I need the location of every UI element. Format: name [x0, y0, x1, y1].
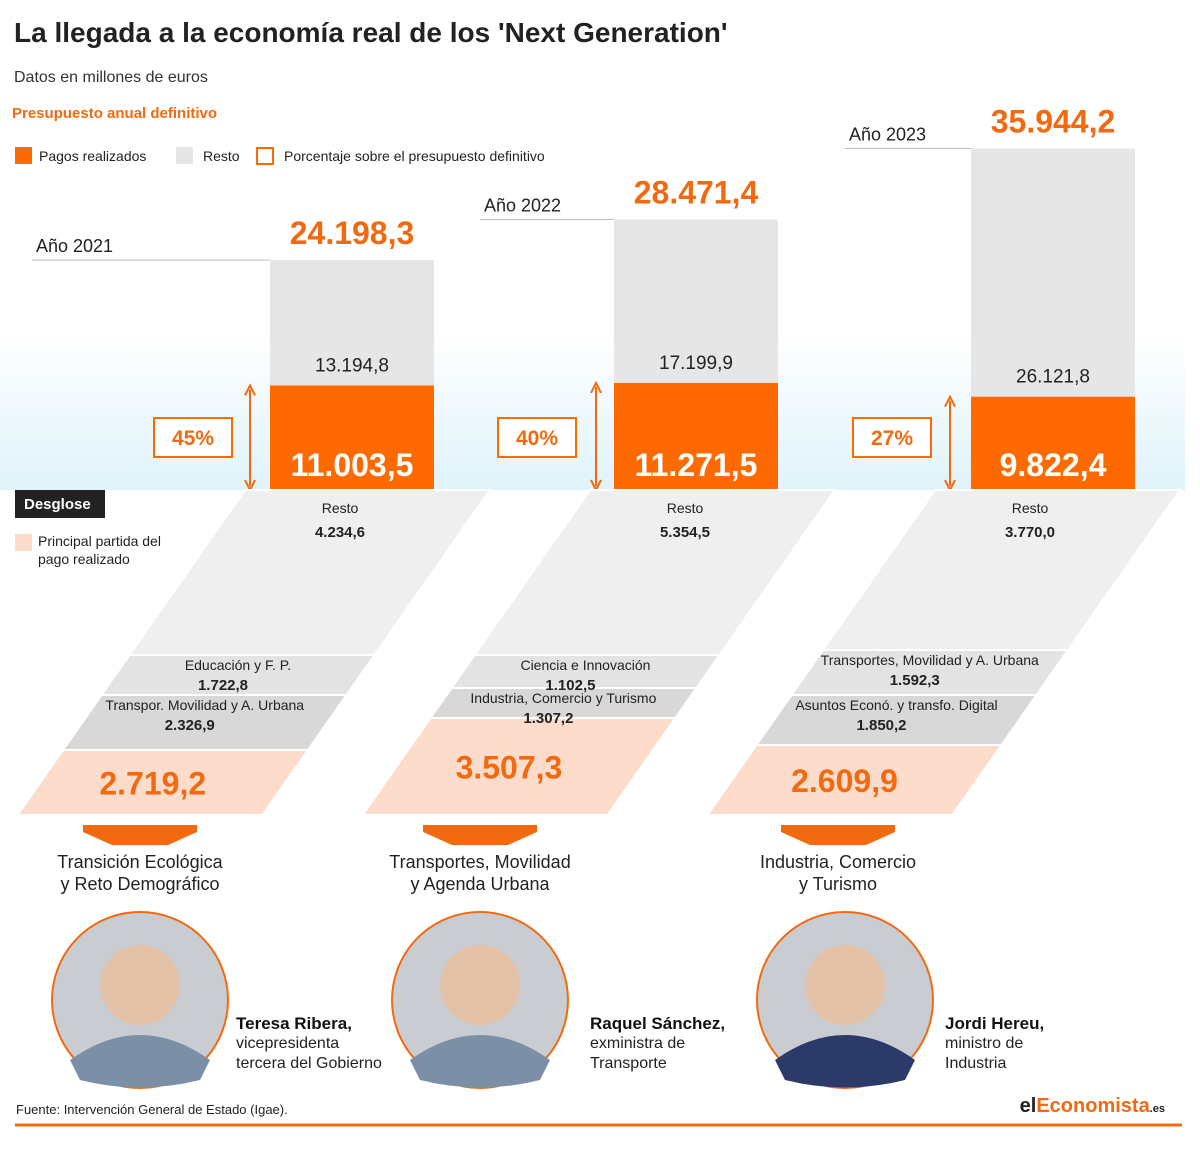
resto-value: 26.121,8 — [1016, 367, 1090, 388]
item-label: Ciencia e Innovación — [520, 657, 650, 673]
item-label: Transportes, Movilidad y A. Urbana — [821, 652, 1039, 668]
bar-pagos — [971, 396, 1135, 490]
down-arrow — [781, 825, 895, 845]
item-value: 1.307,2 — [523, 710, 573, 727]
total-value: 28.471,4 — [634, 175, 759, 211]
percent-value: 40% — [516, 427, 558, 450]
breakdown-rest-value: 5.354,5 — [660, 524, 710, 541]
breakdown-rest-label: Resto — [667, 500, 704, 516]
person-role: Transporte — [590, 1055, 667, 1072]
year-label: Año 2021 — [36, 236, 113, 256]
breakdown-rest-label: Resto — [322, 500, 359, 516]
person-name: Jordi Hereu, — [945, 1014, 1044, 1033]
breakdown-rest-value: 4.234,6 — [315, 524, 365, 541]
person-name: Teresa Ribera, — [236, 1014, 352, 1033]
item-value: 2.326,9 — [165, 717, 215, 734]
pagos-value: 11.271,5 — [635, 447, 758, 483]
item-label: Asuntos Econó. y transfo. Digital — [795, 697, 997, 713]
brand-part: Economista — [1036, 1095, 1150, 1117]
subtitle: Datos en millones de euros — [14, 69, 208, 86]
person-role: vicepresidenta — [236, 1035, 339, 1052]
breakdown-band — [15, 749, 310, 816]
breakdown-band — [127, 489, 492, 656]
portrait-face — [100, 945, 180, 1025]
legend-label: Resto — [203, 148, 240, 164]
item-value: 1.850,2 — [856, 717, 906, 734]
total-value: 24.198,3 — [290, 215, 415, 251]
legend-label: pago realizado — [38, 551, 130, 567]
main-value: 2.719,2 — [99, 766, 206, 802]
legend-label: Porcentaje sobre el presupuesto definiti… — [284, 148, 545, 164]
person-role: Industria — [945, 1055, 1006, 1072]
percent-box — [153, 417, 233, 458]
down-arrow — [423, 825, 537, 845]
ministry: y Reto Demográfico — [60, 874, 219, 894]
bar-pagos — [270, 385, 434, 490]
bar-pagos — [614, 382, 778, 490]
breakdown-rest-value: 3.770,0 — [1005, 524, 1055, 541]
portrait-body — [775, 1035, 915, 1088]
person-role: ministro de — [945, 1035, 1023, 1052]
main-value: 2.609,9 — [791, 763, 898, 799]
bar-resto — [614, 219, 778, 383]
desglose-tag — [15, 490, 105, 518]
brand: elEconomista.es — [1020, 1095, 1165, 1117]
year-label: Año 2023 — [849, 125, 926, 145]
person-role: tercera del Gobierno — [236, 1055, 382, 1072]
legend-swatch — [256, 147, 274, 165]
desglose-label: Desglose — [24, 496, 91, 513]
breakdown-band — [360, 717, 678, 816]
budget-label: Presupuesto anual definitivo — [12, 105, 217, 122]
ministry: Transición Ecológica — [57, 852, 223, 872]
item-label: Transpor. Movilidad y A. Urbana — [105, 697, 304, 713]
ministry: y Turismo — [799, 874, 877, 894]
ministry: Transportes, Movilidad — [389, 852, 570, 872]
portrait-face — [440, 945, 520, 1025]
item-value: 1.102,5 — [545, 677, 595, 694]
breakdown-band — [821, 489, 1182, 651]
source: Fuente: Intervención General de Estado (… — [16, 1102, 288, 1117]
ministry: y Agenda Urbana — [410, 874, 550, 894]
percent-box — [852, 417, 932, 458]
resto-value: 13.194,8 — [315, 355, 389, 376]
bar-resto — [971, 148, 1135, 397]
portrait-body — [410, 1035, 550, 1088]
ministry: Industria, Comercio — [760, 852, 916, 872]
brand-part: .es — [1150, 1103, 1165, 1115]
item-value: 1.592,3 — [890, 672, 940, 689]
year-label: Año 2022 — [484, 196, 561, 216]
breakdown-rest-label: Resto — [1012, 500, 1049, 516]
person-name: Raquel Sánchez, — [590, 1014, 725, 1033]
legend-label: Pagos realizados — [39, 148, 146, 164]
down-arrow — [83, 825, 197, 845]
legend-swatch — [15, 534, 32, 551]
item-label: Industria, Comercio y Turismo — [470, 690, 656, 706]
percent-box — [497, 417, 577, 458]
percent-value: 45% — [172, 427, 214, 450]
percent-value: 27% — [871, 427, 913, 450]
brand-part: el — [1020, 1095, 1037, 1117]
item-value: 1.722,8 — [198, 677, 248, 694]
portrait-face — [805, 945, 885, 1025]
person-role: exministra de — [590, 1035, 685, 1052]
title: La llegada a la economía real de los 'Ne… — [14, 17, 728, 48]
item-label: Educación y F. P. — [185, 657, 291, 673]
main-value: 3.507,3 — [456, 750, 563, 786]
legend-swatch — [176, 147, 193, 164]
portrait-body — [70, 1035, 210, 1088]
breakdown-band — [705, 744, 1004, 816]
pagos-value: 9.822,4 — [1000, 447, 1107, 483]
pagos-value: 11.003,5 — [291, 447, 414, 483]
breakdown-band — [472, 489, 837, 656]
resto-value: 17.199,9 — [659, 353, 733, 374]
total-value: 35.944,2 — [991, 104, 1116, 140]
bar-resto — [270, 260, 434, 386]
legend-label: Principal partida del — [38, 533, 161, 549]
legend-swatch — [15, 147, 32, 164]
